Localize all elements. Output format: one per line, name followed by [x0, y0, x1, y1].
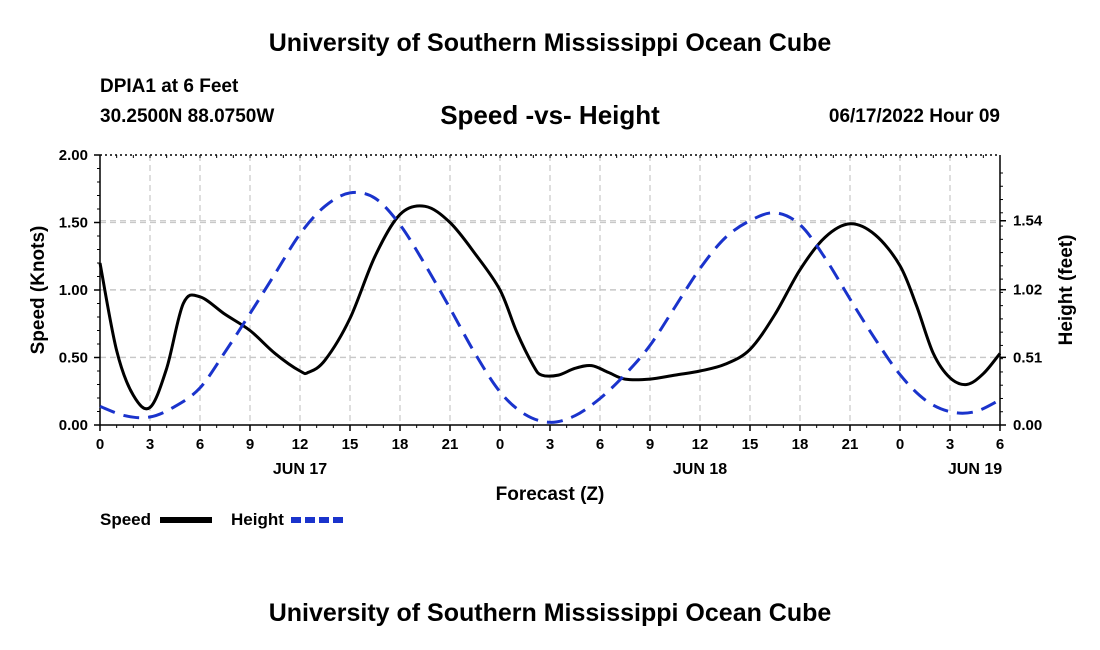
y-tick-label: 1.00 — [59, 282, 88, 299]
legend-label-speed: Speed — [100, 510, 151, 529]
x-tick-label: 15 — [342, 436, 359, 453]
y-tick-label: 0.00 — [59, 417, 88, 434]
y2-tick-label: 0.00 — [1013, 417, 1042, 434]
series-line-height — [99, 190, 1001, 424]
y-tick-label: 0.50 — [59, 350, 88, 367]
y2-tick-label: 1.02 — [1013, 282, 1042, 299]
page-title: University of Southern Mississippi Ocean… — [268, 29, 832, 57]
legend-label-height: Height — [231, 510, 284, 529]
x-tick-label: 21 — [842, 436, 859, 453]
y-axis-title: Speed (Knots) — [28, 226, 49, 355]
station-coordinates: 30.2500N 88.0750W — [100, 106, 275, 127]
y2-tick-label: 0.51 — [1013, 349, 1042, 366]
x-tick-label: 12 — [292, 436, 309, 453]
x-tick-label: 3 — [146, 436, 154, 453]
x-tick-label: 6 — [996, 436, 1004, 453]
x-tick-label: 0 — [96, 436, 104, 453]
y-tick-label: 1.50 — [59, 215, 88, 232]
x-tick-label: 9 — [646, 436, 654, 453]
x-tick-label: 0 — [496, 436, 504, 453]
y2-tick-label: 1.54 — [1013, 213, 1043, 230]
x-tick-label: 15 — [742, 436, 759, 453]
x-tick-label: 18 — [792, 436, 809, 453]
series-line-speed — [98, 204, 1002, 411]
x-tick-label: 3 — [546, 436, 554, 453]
y-tick-label: 2.00 — [59, 147, 88, 164]
y2-axis-title: Height (feet) — [1056, 235, 1077, 346]
x-tick-label: 9 — [246, 436, 254, 453]
station-label: DPIA1 at 6 Feet — [100, 76, 239, 97]
date-label: JUN 17 — [273, 461, 327, 478]
x-tick-label: 6 — [196, 436, 204, 453]
x-axis-title: Forecast (Z) — [496, 484, 605, 505]
x-tick-label: 21 — [442, 436, 459, 453]
x-tick-label: 3 — [946, 436, 954, 453]
forecast-datetime: 06/17/2022 Hour 09 — [828, 106, 1000, 127]
date-label: JUN 19 — [948, 461, 1002, 478]
footer-title: University of Southern Mississippi Ocean… — [268, 599, 832, 627]
x-tick-label: 18 — [392, 436, 409, 453]
legend: Speed Height — [100, 510, 343, 529]
x-tick-label: 12 — [692, 436, 709, 453]
x-tick-label: 6 — [596, 436, 604, 453]
grid-lines — [100, 155, 1000, 425]
chart-subtitle: Speed -vs- Height — [440, 100, 660, 130]
x-tick-label: 0 — [896, 436, 904, 453]
date-label: JUN 18 — [673, 461, 727, 478]
